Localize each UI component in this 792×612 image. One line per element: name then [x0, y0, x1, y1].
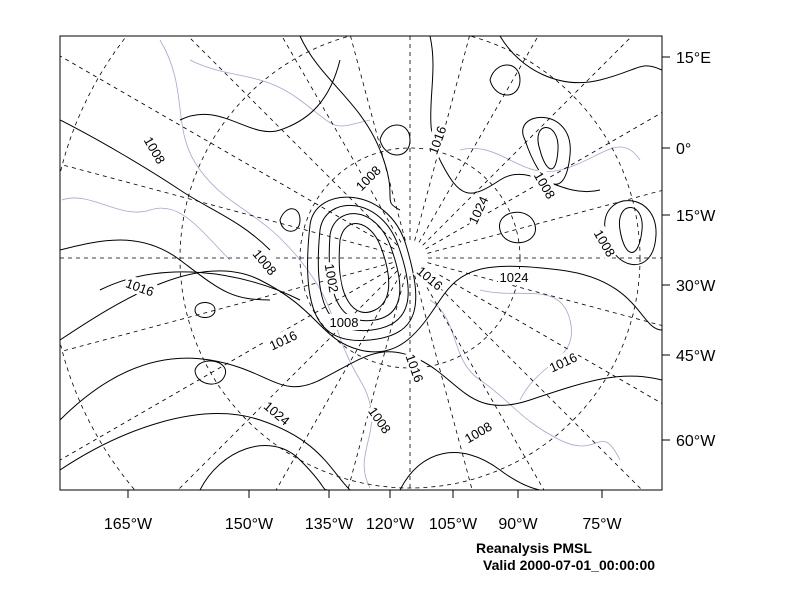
axis-ticks: 15°E 0° 15°W 30°W 45°W 60°W 165°W 150°W 135°W 120… — [104, 50, 716, 533]
lon-label: 135°W — [305, 516, 354, 533]
isobar — [328, 213, 401, 322]
meridian-line — [414, 275, 473, 490]
label-bg — [248, 244, 282, 280]
parallel-line — [299, 147, 521, 369]
isobar — [618, 207, 643, 253]
meridian-line — [427, 262, 662, 326]
contour-label: 1016 — [267, 328, 300, 354]
isobar — [60, 351, 662, 421]
isobar — [60, 413, 351, 490]
pressure-contours — [60, 36, 662, 490]
isobar — [399, 452, 580, 490]
label-bg — [424, 122, 450, 158]
map-frame — [59, 35, 663, 491]
label-bg — [122, 274, 158, 300]
meridian-line — [425, 266, 662, 404]
lon-label: 75°W — [582, 516, 622, 533]
isobar — [194, 360, 226, 385]
meridian-line — [350, 36, 406, 241]
contour-label: 1008 — [330, 315, 359, 330]
isobar — [99, 271, 301, 301]
coastline — [189, 59, 371, 127]
isobar — [429, 36, 601, 194]
meridian-line — [60, 55, 395, 250]
label-bg — [402, 350, 428, 386]
lon-label: 165°W — [104, 516, 153, 533]
label-bg — [351, 161, 385, 195]
isobar — [279, 208, 301, 232]
isobar — [489, 64, 521, 96]
label-bg — [140, 132, 170, 168]
isobar — [317, 205, 409, 332]
isobar — [604, 200, 657, 265]
lon-label: 120°W — [366, 516, 415, 533]
contour-label: 1024 — [500, 270, 529, 285]
contour-label: 1016 — [425, 124, 449, 156]
isobar — [194, 302, 216, 318]
isobar — [537, 127, 559, 170]
lat-label: 15°W — [676, 208, 716, 225]
lon-label: 150°W — [225, 516, 274, 533]
lat-label: 0° — [676, 141, 691, 158]
isobar — [379, 124, 411, 156]
label-bg — [321, 260, 343, 296]
lat-label: 30°W — [676, 278, 716, 295]
meridian-line — [418, 273, 545, 490]
coastline — [429, 299, 621, 461]
isobar — [179, 59, 341, 133]
label-bg — [498, 269, 530, 285]
isobar — [199, 445, 331, 490]
parallel-line — [60, 36, 135, 490]
label-bg — [328, 314, 360, 330]
map-title: Reanalysis PMSL — [476, 540, 592, 556]
isobar — [307, 196, 417, 342]
label-bg — [364, 402, 396, 438]
isobar — [60, 119, 271, 251]
isobar — [299, 36, 401, 211]
lon-label: 105°W — [429, 516, 478, 533]
meridian-line — [347, 275, 406, 490]
label-bg — [460, 417, 496, 447]
meridian-line — [422, 36, 633, 246]
coastline — [459, 146, 641, 172]
map-subtitle: Valid 2000-07-01_00:00:00 — [483, 557, 656, 573]
label-bg — [412, 261, 448, 295]
isobar — [499, 211, 536, 244]
label-bg — [530, 167, 560, 203]
lat-label: 15°E — [676, 50, 711, 67]
meridian-line — [281, 36, 402, 243]
meridian-line — [60, 163, 393, 254]
coastline — [479, 289, 572, 401]
contour-label: 1016 — [547, 350, 580, 376]
label-bg — [590, 225, 620, 261]
label-bg — [265, 325, 301, 355]
meridian-line — [187, 36, 398, 246]
isobar — [60, 239, 271, 301]
graticule — [60, 36, 662, 490]
label-bg — [463, 192, 493, 228]
coastline — [61, 197, 231, 261]
lat-label: 60°W — [676, 433, 716, 450]
isobar — [60, 265, 662, 353]
contour-label: 1002 — [322, 263, 342, 294]
label-bg — [259, 396, 295, 430]
meridian-line — [275, 273, 402, 490]
label-bg — [545, 347, 581, 377]
meridian-line — [422, 270, 643, 490]
isobar — [499, 36, 662, 84]
lat-label: 45°W — [676, 348, 716, 365]
contour-label: 1016 — [124, 275, 156, 299]
meridian-line — [177, 270, 398, 490]
lon-label: 90°W — [498, 516, 538, 533]
isobar — [338, 223, 390, 313]
